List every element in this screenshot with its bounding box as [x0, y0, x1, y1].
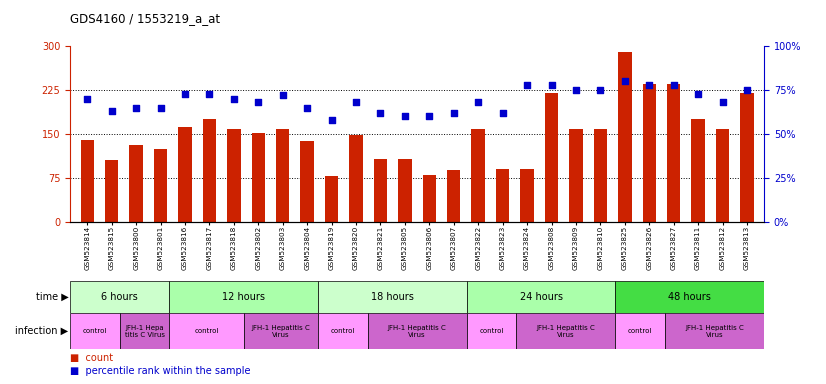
Bar [447, 170, 461, 222]
Point [374, 110, 387, 116]
Bar [594, 129, 607, 222]
Point [105, 108, 118, 114]
Point [203, 91, 216, 97]
Text: time ▶: time ▶ [36, 292, 69, 302]
Text: control: control [479, 328, 504, 334]
Point [667, 82, 681, 88]
Bar [618, 52, 632, 222]
Point [594, 87, 607, 93]
Text: 48 hours: 48 hours [668, 292, 711, 302]
Text: GDS4160 / 1553219_a_at: GDS4160 / 1553219_a_at [70, 12, 221, 25]
Bar [423, 175, 436, 222]
Bar [374, 159, 387, 222]
Bar [516, 313, 615, 349]
Text: infection ▶: infection ▶ [16, 326, 69, 336]
Bar [227, 129, 240, 222]
Bar [615, 281, 764, 313]
Point [520, 82, 534, 88]
Point [227, 96, 240, 102]
Text: JFH-1 Hepatitis C
Virus: JFH-1 Hepatitis C Virus [251, 325, 311, 338]
Bar [244, 313, 318, 349]
Bar [105, 161, 118, 222]
Bar [276, 129, 289, 222]
Text: control: control [83, 328, 107, 334]
Bar [169, 313, 244, 349]
Bar [154, 149, 168, 222]
Text: JFH-1 Hepatitis C
Virus: JFH-1 Hepatitis C Virus [536, 325, 596, 338]
Point [130, 104, 143, 111]
Bar [643, 84, 656, 222]
Bar [716, 129, 729, 222]
Bar [615, 313, 665, 349]
Point [349, 99, 363, 106]
Point [423, 113, 436, 119]
Bar [667, 84, 681, 222]
Point [154, 104, 167, 111]
Bar [569, 129, 582, 222]
Text: control: control [330, 328, 355, 334]
Text: control: control [194, 328, 219, 334]
Bar [349, 135, 363, 222]
Bar [740, 93, 753, 222]
Point [178, 91, 192, 97]
Bar [665, 313, 764, 349]
Point [252, 99, 265, 106]
Point [545, 82, 558, 88]
Text: 6 hours: 6 hours [102, 292, 138, 302]
Point [472, 99, 485, 106]
Bar [81, 140, 94, 222]
Point [276, 92, 289, 98]
Bar [318, 281, 467, 313]
Bar [70, 281, 169, 313]
Point [301, 104, 314, 111]
Bar [472, 129, 485, 222]
Point [81, 96, 94, 102]
Bar [520, 169, 534, 222]
Bar [252, 133, 265, 222]
Bar [368, 313, 467, 349]
Bar [130, 144, 143, 222]
Text: ■  count: ■ count [70, 353, 113, 363]
Text: JFH-1 Hepatitis C
Virus: JFH-1 Hepatitis C Virus [387, 325, 447, 338]
Bar [178, 127, 192, 222]
Bar [467, 313, 516, 349]
Point [398, 113, 411, 119]
Text: 24 hours: 24 hours [520, 292, 563, 302]
Bar [398, 159, 411, 222]
Text: 12 hours: 12 hours [222, 292, 265, 302]
Point [740, 87, 753, 93]
Text: 18 hours: 18 hours [371, 292, 414, 302]
Point [618, 78, 631, 84]
Point [691, 91, 705, 97]
Bar [301, 141, 314, 222]
Bar [496, 169, 510, 222]
Bar [691, 119, 705, 222]
Bar [169, 281, 318, 313]
Bar [545, 93, 558, 222]
Point [569, 87, 582, 93]
Point [643, 82, 656, 88]
Bar [120, 313, 169, 349]
Bar [467, 281, 615, 313]
Text: JFH-1 Hepa
titis C Virus: JFH-1 Hepa titis C Virus [125, 325, 164, 338]
Bar [318, 313, 368, 349]
Bar [202, 119, 216, 222]
Bar [325, 176, 339, 222]
Point [496, 110, 510, 116]
Bar [70, 313, 120, 349]
Point [325, 117, 338, 123]
Point [447, 110, 460, 116]
Point [716, 99, 729, 106]
Text: JFH-1 Hepatitis C
Virus: JFH-1 Hepatitis C Virus [685, 325, 744, 338]
Text: ■  percentile rank within the sample: ■ percentile rank within the sample [70, 366, 251, 376]
Text: control: control [628, 328, 653, 334]
